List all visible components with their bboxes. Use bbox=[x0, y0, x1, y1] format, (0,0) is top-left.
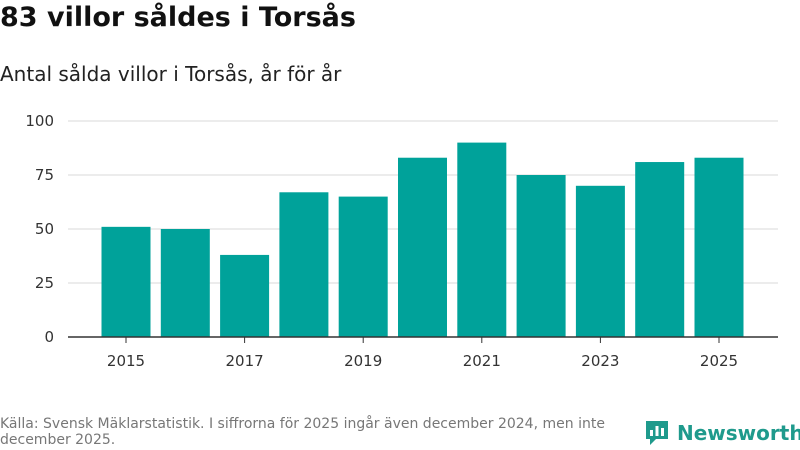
bar-2022 bbox=[516, 175, 566, 337]
chart-subtitle: Antal sålda villor i Torsås, år för år bbox=[0, 62, 342, 86]
bar-2025 bbox=[694, 157, 744, 337]
bar-2024 bbox=[635, 162, 685, 337]
brand-name: Newsworthy bbox=[677, 421, 800, 445]
y-tick-label-0: 0 bbox=[44, 328, 54, 346]
newsworthy-logo-icon bbox=[646, 421, 668, 445]
bar-2021 bbox=[457, 142, 507, 337]
x-tick-label-2025: 2025 bbox=[700, 352, 738, 370]
y-tick-label-25: 25 bbox=[35, 274, 54, 292]
x-tick-label-2017: 2017 bbox=[226, 352, 264, 370]
bar-2023 bbox=[575, 185, 625, 337]
bar-2015 bbox=[101, 226, 151, 337]
bar-chart: 0 25 50 75 100 2015 2017 2019 2021 2023 2025 bbox=[25, 112, 778, 370]
y-tick-label-50: 50 bbox=[35, 220, 54, 238]
x-tick-label-2019: 2019 bbox=[344, 352, 382, 370]
bar-2016 bbox=[160, 229, 210, 337]
bar-2017 bbox=[220, 254, 270, 337]
bar-2020 bbox=[398, 157, 447, 337]
chart-title: 83 villor såldes i Torsås bbox=[0, 2, 356, 33]
bar-2018 bbox=[279, 192, 329, 337]
x-tick-label-2021: 2021 bbox=[463, 352, 501, 370]
y-tick-label-100: 100 bbox=[25, 112, 54, 130]
bar-2019 bbox=[338, 196, 388, 337]
x-tick-label-2015: 2015 bbox=[107, 352, 145, 370]
y-tick-label-75: 75 bbox=[35, 166, 54, 184]
x-tick-label-2023: 2023 bbox=[581, 352, 619, 370]
source-note: Källa: Svensk Mäklarstatistik. I siffror… bbox=[0, 416, 605, 448]
brand-logo: Newsworthy bbox=[644, 419, 800, 447]
